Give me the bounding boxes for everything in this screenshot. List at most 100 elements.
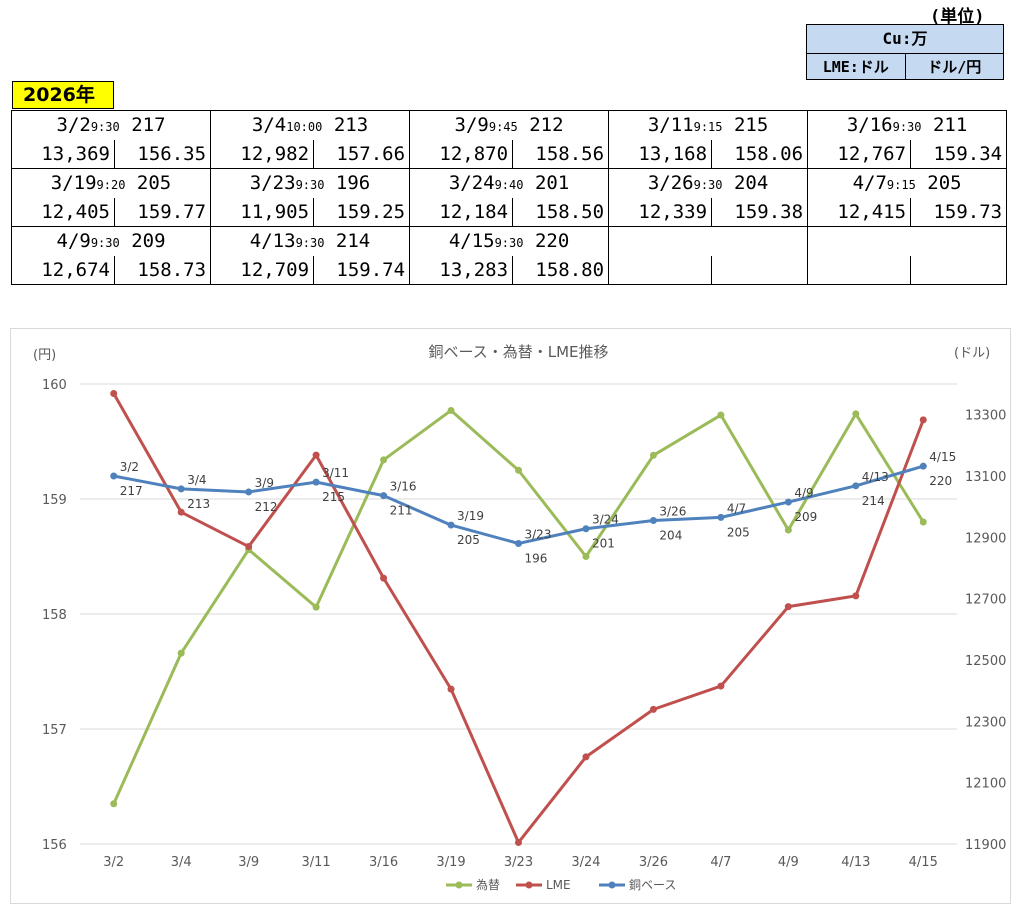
data-point bbox=[177, 649, 185, 657]
chart-svg: 156 157 158 159 160 11900 12100 12300 12500 12700… bbox=[33, 343, 1006, 892]
point-date-label: 3/26 bbox=[659, 504, 686, 518]
data-point bbox=[919, 416, 927, 424]
point-value-label: 204 bbox=[659, 528, 682, 542]
right-tick-label: 11900 bbox=[965, 838, 1006, 853]
point-value-label: 217 bbox=[120, 484, 143, 498]
table-date: 4/13 bbox=[249, 230, 296, 253]
table-base: 215 bbox=[733, 114, 769, 137]
left-tick-label: 158 bbox=[42, 608, 67, 623]
table-base: 205 bbox=[136, 172, 172, 195]
data-point bbox=[717, 682, 725, 690]
data-point bbox=[110, 390, 118, 398]
data-point bbox=[312, 603, 320, 611]
table-lme-cell bbox=[608, 255, 713, 285]
price-table: 3/29:30 217 3/410:00 213 3/99:45 212 3/119:… bbox=[10, 110, 1008, 285]
table-time: 9:30 bbox=[90, 120, 120, 135]
table-lme-cell: 12,982 bbox=[210, 139, 315, 169]
x-tick-label: 3/19 bbox=[436, 855, 465, 870]
year-label: 2026年 bbox=[12, 81, 114, 109]
x-tick-label: 3/24 bbox=[571, 855, 600, 870]
table-time: 9:15 bbox=[693, 120, 723, 135]
table-base: 196 bbox=[335, 172, 371, 195]
table-fx-cell: 159.25 bbox=[313, 197, 411, 227]
point-value-label: 205 bbox=[457, 533, 480, 547]
point-date-label: 3/2 bbox=[120, 460, 139, 474]
table-base: 201 bbox=[534, 172, 570, 195]
table-lme-cell: 12,339 bbox=[608, 197, 713, 227]
chart-title: 銅ベース・為替・LME推移 bbox=[428, 343, 608, 361]
point-value-label: 196 bbox=[525, 551, 548, 565]
table-date: 3/26 bbox=[647, 172, 694, 195]
table-date-cell: 3/239:30 196 bbox=[210, 168, 411, 198]
x-tick-label: 3/23 bbox=[504, 855, 533, 870]
point-value-label: 201 bbox=[592, 537, 615, 551]
data-point bbox=[312, 451, 320, 459]
left-tick-label: 156 bbox=[42, 838, 67, 853]
data-point bbox=[919, 462, 927, 470]
table-date-cell: 3/410:00 213 bbox=[210, 110, 411, 140]
data-point bbox=[110, 472, 118, 480]
table-time: 9:30 bbox=[494, 236, 524, 251]
table-fx-cell: 157.66 bbox=[313, 139, 411, 169]
point-value-label: 215 bbox=[322, 490, 345, 504]
table-lme-cell: 12,709 bbox=[210, 255, 315, 285]
data-point bbox=[245, 543, 253, 551]
table-date-cell bbox=[807, 226, 1008, 256]
unit-fx: ドル/円 bbox=[927, 58, 982, 76]
table-date-cell bbox=[608, 226, 809, 256]
point-date-label: 3/4 bbox=[187, 473, 206, 487]
data-point bbox=[784, 603, 792, 611]
right-tick-label: 13300 bbox=[965, 409, 1006, 424]
data-point bbox=[515, 539, 522, 547]
legend-marker bbox=[525, 881, 533, 889]
data-point bbox=[717, 513, 725, 521]
data-point bbox=[447, 685, 455, 693]
table-time: 9:30 bbox=[295, 236, 325, 251]
legend-label: 為替 bbox=[476, 878, 500, 892]
x-tick-label: 3/11 bbox=[302, 855, 331, 870]
table-fx-cell: 156.35 bbox=[113, 139, 212, 169]
left-axis-label: (円) bbox=[33, 348, 56, 363]
table-lme-cell: 12,405 bbox=[11, 197, 115, 227]
table-lme-cell: 11,905 bbox=[210, 197, 315, 227]
x-tick-label: 4/15 bbox=[909, 855, 938, 870]
table-base: 214 bbox=[335, 230, 371, 253]
data-point bbox=[582, 753, 590, 761]
table-fx-cell: 159.38 bbox=[711, 197, 809, 227]
point-value-label: 213 bbox=[187, 497, 210, 511]
table-time: 9:40 bbox=[494, 178, 524, 193]
table-time: 9:30 bbox=[892, 120, 922, 135]
table-lme-cell: 13,369 bbox=[11, 139, 115, 169]
right-tick-label: 12100 bbox=[965, 777, 1006, 792]
unit-box: Cu:万 LME:ドル ドル/円 bbox=[806, 24, 1004, 80]
data-point bbox=[380, 574, 388, 582]
left-tick-label: 157 bbox=[42, 723, 67, 738]
table-time: 10:00 bbox=[286, 120, 323, 135]
table-date-cell: 4/139:30 214 bbox=[210, 226, 411, 256]
table-fx-cell bbox=[910, 255, 1008, 285]
x-tick-label: 4/13 bbox=[841, 855, 870, 870]
data-point bbox=[649, 516, 657, 524]
data-point bbox=[919, 518, 927, 526]
data-point bbox=[245, 488, 253, 496]
data-point bbox=[312, 478, 320, 486]
right-tick-label: 12300 bbox=[965, 715, 1006, 730]
table-base: 213 bbox=[333, 114, 369, 137]
point-value-label: 212 bbox=[255, 500, 278, 514]
table-date: 3/16 bbox=[846, 114, 893, 137]
data-point bbox=[852, 592, 860, 600]
table-date: 4/15 bbox=[448, 230, 495, 253]
table-time: 9:30 bbox=[693, 178, 723, 193]
data-point bbox=[447, 521, 455, 529]
table-lme-cell: 12,674 bbox=[11, 255, 115, 285]
table-fx-cell: 158.50 bbox=[512, 197, 610, 227]
series-line-1 bbox=[112, 392, 925, 844]
table-base: 205 bbox=[927, 172, 962, 195]
x-tick-label: 3/2 bbox=[103, 855, 124, 870]
table-date-cell: 4/99:30 209 bbox=[10, 226, 212, 256]
x-tick-label: 3/4 bbox=[171, 855, 192, 870]
point-date-label: 4/7 bbox=[727, 501, 746, 515]
point-date-label: 3/23 bbox=[525, 527, 552, 541]
table-lme-cell: 12,870 bbox=[409, 139, 514, 169]
table-date: 3/11 bbox=[647, 114, 694, 137]
